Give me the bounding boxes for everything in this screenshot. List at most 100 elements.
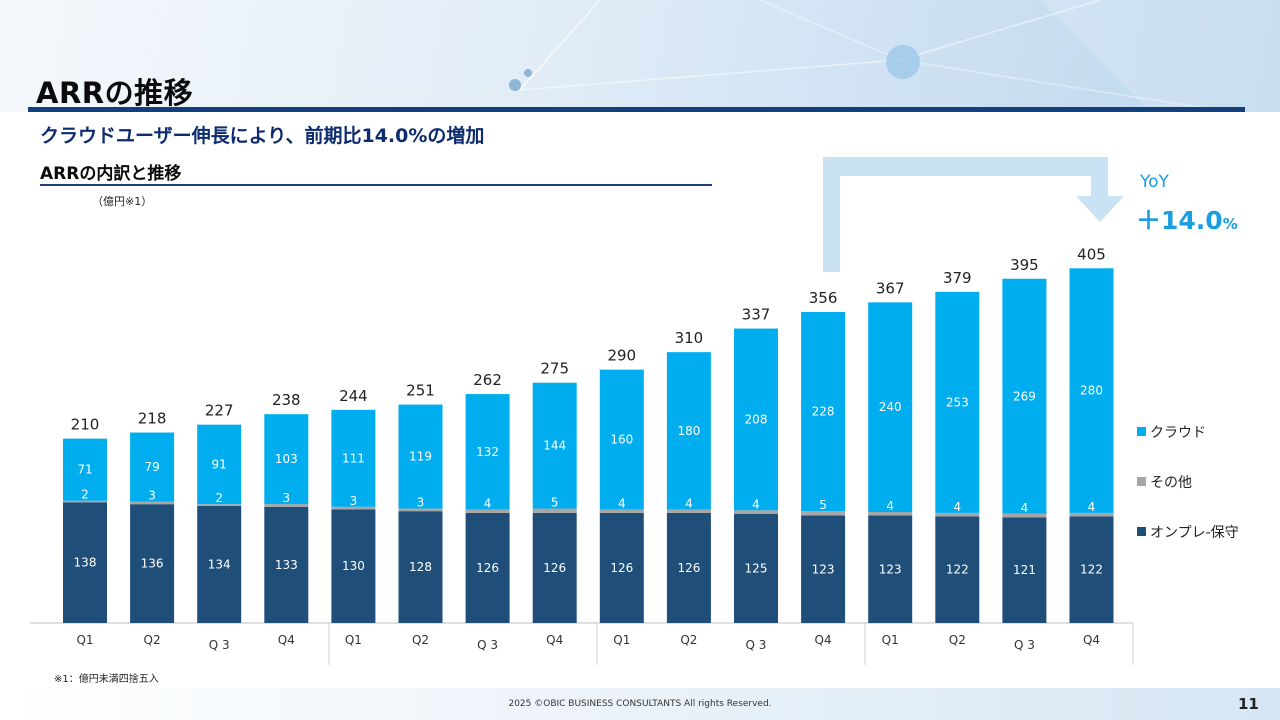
data-label-cloud: 132: [476, 445, 499, 459]
yoy-percent-sign: %: [1222, 215, 1238, 233]
header-decoration: [509, 0, 1280, 112]
data-label-other: 2: [81, 488, 89, 502]
x-tick-label: Q1: [76, 633, 93, 647]
data-label-cloud: 79: [144, 460, 159, 474]
bar-cloud: [1002, 278, 1047, 514]
bar-other: [599, 509, 644, 513]
bar-cloud: [868, 302, 913, 513]
data-label-cloud: 103: [275, 452, 298, 466]
data-label-cloud: 180: [677, 424, 700, 438]
data-label-other: 4: [752, 497, 760, 511]
data-label-total: 275: [540, 360, 569, 378]
data-label-cloud: 111: [342, 451, 365, 465]
page-subtitle: クラウドユーザー伸長により、前期比14.0%の増加: [40, 125, 485, 147]
data-label-total: 218: [138, 410, 167, 428]
bar-other: [1069, 512, 1114, 517]
legend-item-onprem: オンプレ-保守: [1137, 522, 1239, 542]
data-label-cloud: 280: [1080, 384, 1103, 398]
bar-cloud: [532, 382, 577, 509]
data-label-onprem: 121: [1013, 563, 1036, 577]
data-label-other: 4: [886, 499, 894, 513]
data-label-total: 227: [205, 402, 234, 420]
data-label-total: 290: [607, 347, 636, 365]
x-tick-label: Q4: [815, 633, 832, 647]
data-label-cloud: 269: [1013, 389, 1036, 403]
bar-cloud: [130, 432, 175, 502]
bar-onprem: [1002, 517, 1047, 623]
bar-other: [666, 509, 711, 513]
data-label-cloud: 144: [543, 439, 566, 453]
legend-label-cloud: クラウド: [1150, 425, 1206, 441]
bar-onprem: [868, 515, 913, 623]
bar-onprem: [666, 512, 711, 623]
bar-onprem: [264, 506, 309, 623]
data-label-cloud: 71: [77, 463, 92, 477]
data-label-onprem: 123: [812, 562, 835, 576]
bar-cloud: [63, 438, 107, 501]
data-label-cloud: 208: [745, 412, 768, 426]
bar-other: [532, 508, 577, 513]
data-label-total: 337: [742, 306, 771, 324]
bar-other: [197, 504, 242, 506]
yoy-number: ＋14.0: [1136, 206, 1223, 235]
bar-onprem: [465, 512, 510, 623]
data-label-other: 4: [484, 496, 492, 510]
data-label-cloud: 253: [946, 395, 969, 409]
bar-cloud: [331, 409, 376, 507]
bar-onprem: [1069, 516, 1114, 623]
bar-onprem: [599, 512, 644, 623]
data-label-total: 379: [943, 269, 972, 287]
unit-label: （億円※1）: [92, 195, 153, 208]
legend-label-other: その他: [1150, 475, 1192, 491]
bar-other: [331, 506, 376, 510]
x-tick-label: Q1: [882, 633, 899, 647]
bar-onprem: [197, 505, 242, 623]
legend-swatch-other: [1137, 477, 1146, 486]
data-label-onprem: 125: [745, 561, 768, 575]
data-label-total: 310: [675, 329, 704, 347]
data-label-onprem: 126: [610, 561, 633, 575]
data-label-other: 4: [618, 496, 626, 510]
legend-item-other: その他: [1137, 472, 1192, 492]
legend-swatch-onprem: [1137, 527, 1146, 536]
bar-onprem: [331, 509, 376, 623]
data-label-total: 244: [339, 387, 368, 405]
data-label-onprem: 128: [409, 560, 432, 574]
data-label-total: 356: [809, 289, 838, 307]
yoy-label: YoY: [1140, 172, 1169, 192]
x-tick-label: Q4: [546, 633, 563, 647]
data-label-other: 3: [350, 494, 358, 508]
data-label-onprem: 133: [275, 558, 298, 572]
x-tick-label: Q2: [680, 633, 697, 647]
page-number: 11: [1238, 695, 1259, 713]
data-label-other: 3: [417, 496, 425, 510]
bar-onprem: [532, 512, 577, 623]
x-tick-label: Q 3: [746, 638, 767, 652]
data-label-total: 251: [406, 382, 435, 400]
data-label-other: 5: [819, 498, 827, 512]
x-tick-label: Q2: [144, 633, 161, 647]
bar-onprem: [801, 515, 846, 623]
data-label-total: 262: [473, 371, 502, 389]
x-tick-label: Q 3: [209, 638, 230, 652]
bar-cloud: [734, 328, 778, 511]
x-tick-label: Q4: [278, 633, 295, 647]
bar-cloud: [666, 352, 711, 510]
bar-other: [264, 504, 309, 507]
x-tick-label: Q2: [412, 633, 429, 647]
data-label-onprem: 123: [879, 562, 902, 576]
bar-cloud: [264, 414, 309, 505]
bar-other: [868, 512, 913, 516]
bar-cloud: [801, 311, 846, 512]
data-label-cloud: 228: [812, 405, 835, 419]
data-label-other: 5: [551, 496, 559, 510]
bar-other: [130, 501, 175, 505]
copyright: 2025 ©OBIC BUSINESS CONSULTANTS All righ…: [508, 699, 772, 709]
title-underline: [28, 107, 1245, 112]
data-label-onprem: 126: [543, 561, 566, 575]
x-tick-label: Q2: [949, 633, 966, 647]
header-background: [0, 0, 1280, 112]
yoy-value: ＋14.0%: [1136, 201, 1238, 237]
data-label-other: 3: [148, 489, 156, 503]
data-label-onprem: 122: [1080, 563, 1103, 577]
